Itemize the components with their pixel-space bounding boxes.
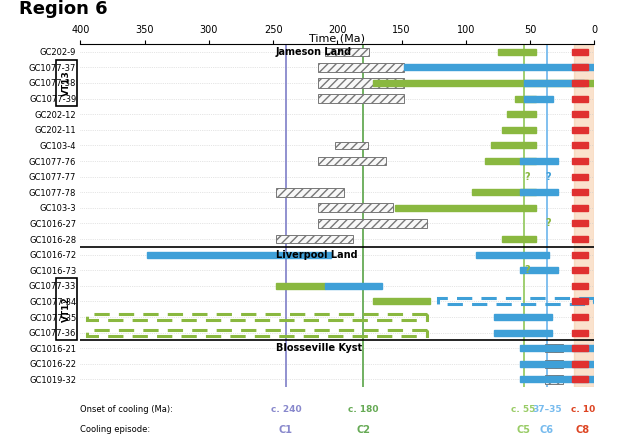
Text: C8: C8	[576, 425, 590, 435]
Bar	[147, 252, 331, 257]
Text: Region 6: Region 6	[19, 0, 108, 18]
Bar	[485, 158, 537, 164]
Text: ?: ?	[525, 265, 530, 275]
Bar	[573, 220, 588, 226]
Bar	[573, 64, 588, 70]
Bar	[404, 64, 594, 70]
Text: ?: ?	[545, 218, 551, 228]
Bar	[573, 80, 588, 86]
Bar	[324, 283, 383, 289]
Bar	[87, 314, 427, 320]
Text: Liverpool Land: Liverpool Land	[275, 249, 357, 260]
Bar	[573, 49, 588, 55]
Bar	[573, 158, 588, 164]
Bar	[573, 267, 588, 273]
Bar	[318, 157, 386, 165]
Bar	[573, 283, 588, 289]
Bar	[87, 330, 427, 336]
Bar	[491, 143, 537, 148]
Bar	[373, 298, 430, 304]
Bar	[524, 95, 553, 102]
Text: c. 180: c. 180	[348, 405, 378, 414]
Bar	[573, 314, 588, 320]
Bar	[335, 142, 368, 149]
Bar	[573, 298, 588, 304]
Bar	[275, 187, 344, 197]
Bar	[573, 377, 588, 382]
Bar	[520, 345, 594, 351]
Bar	[520, 189, 558, 195]
Bar	[438, 298, 594, 304]
Text: c. 55: c. 55	[511, 405, 536, 414]
Bar	[472, 189, 537, 195]
Bar	[524, 80, 584, 86]
Bar	[573, 205, 588, 211]
Text: ?: ?	[525, 172, 530, 182]
Text: Time (Ma): Time (Ma)	[310, 33, 365, 44]
Text: C1: C1	[279, 425, 293, 435]
Bar	[573, 345, 588, 351]
Bar	[318, 94, 404, 103]
Bar	[494, 314, 552, 320]
Text: 37–35: 37–35	[532, 405, 561, 414]
Bar	[520, 267, 558, 273]
Bar	[573, 361, 588, 367]
Bar	[520, 361, 594, 367]
Text: C2: C2	[356, 425, 370, 435]
Bar	[318, 63, 404, 72]
Bar	[545, 359, 563, 368]
Bar	[275, 235, 353, 243]
Bar	[476, 252, 549, 257]
Bar	[318, 219, 427, 228]
Bar	[494, 330, 552, 336]
Text: VT13: VT13	[62, 70, 71, 96]
Bar	[573, 252, 588, 257]
Bar	[573, 189, 588, 195]
Bar	[573, 236, 588, 242]
Bar	[502, 236, 537, 242]
Bar	[498, 49, 537, 55]
Text: ?: ?	[545, 172, 551, 182]
Text: C6: C6	[540, 425, 554, 435]
Bar	[573, 127, 588, 133]
Bar	[573, 174, 588, 180]
Text: c. 10: c. 10	[571, 405, 595, 414]
Text: C5: C5	[517, 425, 530, 435]
Text: VT12: VT12	[62, 296, 71, 322]
Bar	[514, 95, 537, 102]
Bar	[318, 78, 404, 88]
Bar	[545, 375, 563, 384]
Bar	[318, 203, 392, 213]
Bar	[573, 330, 588, 336]
Bar	[573, 95, 588, 102]
Text: Jameson Land: Jameson Land	[275, 47, 352, 57]
Text: Blosseville Kyst: Blosseville Kyst	[275, 343, 362, 353]
Text: Onset of cooling (Ma):: Onset of cooling (Ma):	[80, 405, 173, 414]
Bar	[502, 127, 537, 133]
Bar	[520, 377, 594, 382]
Bar	[545, 344, 563, 352]
Bar	[574, 44, 594, 387]
Text: c. 240: c. 240	[271, 405, 301, 414]
Bar	[507, 111, 537, 117]
Bar	[573, 143, 588, 148]
Bar	[395, 205, 537, 211]
Text: Cooling episode:: Cooling episode:	[80, 425, 150, 433]
Bar	[520, 158, 558, 164]
Bar	[573, 111, 588, 117]
Bar	[324, 48, 370, 56]
Bar	[373, 80, 594, 86]
Bar	[275, 283, 324, 289]
